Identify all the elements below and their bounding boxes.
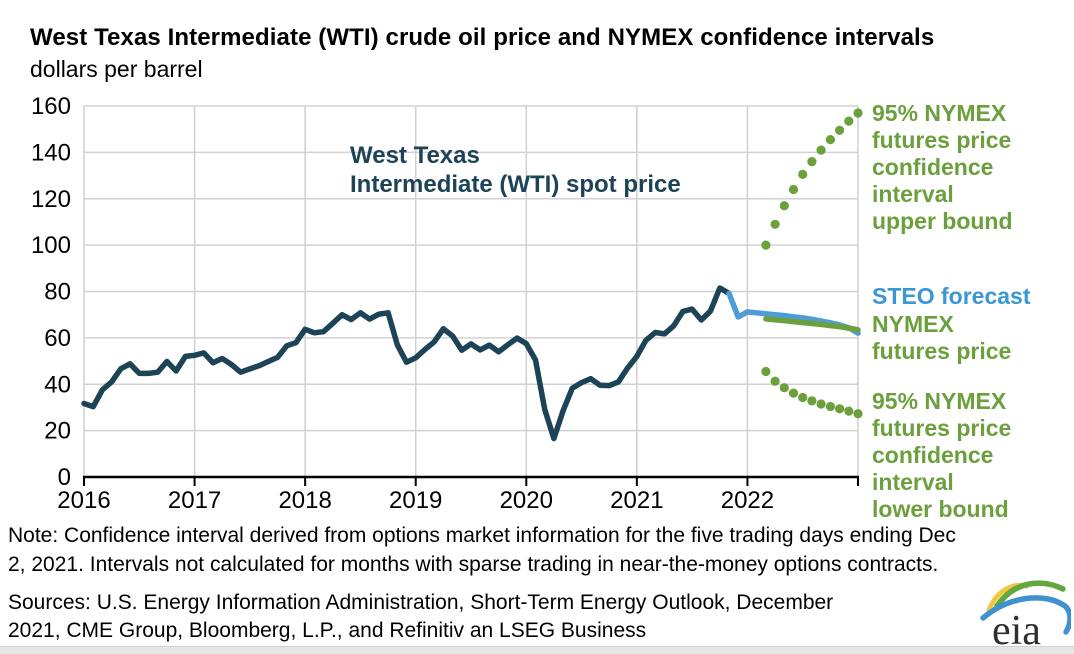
upper-bound-dots <box>807 157 817 167</box>
y-axis-tick-label: 160 <box>31 93 71 120</box>
upper-bound-label: 95% NYMEX futures price confidence inter… <box>872 100 1013 234</box>
chart-subtitle: dollars per barrel <box>30 56 203 82</box>
upper-bound-dots <box>770 219 780 229</box>
lower-bound-label: 95% NYMEX futures price confidence inter… <box>872 388 1012 522</box>
steo-forecast-label: STEO forecast <box>872 283 1031 309</box>
y-axis-tick-label: 40 <box>44 371 71 398</box>
spot-price-label: West Texas Intermediate (WTI) spot price <box>350 142 681 198</box>
lower-bound-dots <box>807 396 817 406</box>
y-axis-tick-label: 0 <box>58 464 71 491</box>
upper-bound-dots <box>788 184 799 195</box>
wti-spot-line <box>81 285 732 442</box>
upper-bound-dots <box>798 169 808 179</box>
lower-bound-dots <box>825 401 836 412</box>
eia-logo: eia <box>980 580 1071 650</box>
y-axis-tick-label: 120 <box>31 186 71 213</box>
upper-bound-dots <box>844 116 854 126</box>
upper-bound-dots <box>761 240 771 250</box>
nymex-futures-line <box>763 316 861 333</box>
lower-bound-dots <box>761 366 771 377</box>
upper-bound-dots <box>816 145 826 155</box>
logo-blue-swoosh <box>980 595 1071 635</box>
x-axis-tick-label: 2016 <box>57 487 110 514</box>
lower-bound-dots <box>816 399 826 409</box>
upper-bound-dots <box>853 108 863 118</box>
x-axis-tick-label: 2021 <box>610 487 663 514</box>
note-text: Note: Confidence interval derived from o… <box>8 524 956 576</box>
x-axis-tick-label: 2022 <box>721 487 774 514</box>
window-bottom-strip <box>0 646 1074 654</box>
x-axis-tick-label: 2018 <box>278 487 331 514</box>
y-axis-tick-label: 140 <box>31 139 71 166</box>
chart-title: West Texas Intermediate (WTI) crude oil … <box>30 24 935 51</box>
upper-bound-dots <box>835 125 845 135</box>
upper-bound-dots <box>825 135 836 145</box>
x-axis-tick-label: 2020 <box>500 487 553 514</box>
sources-text: Sources: U.S. Energy Information Adminis… <box>8 591 834 642</box>
y-axis-tick-label: 60 <box>44 325 71 352</box>
nymex-futures-label: NYMEX futures price <box>872 311 1012 364</box>
lower-bound-dots <box>788 388 799 398</box>
y-axis-tick-label: 20 <box>44 418 71 445</box>
lower-bound-dots <box>835 404 845 414</box>
x-axis-tick-label: 2019 <box>389 487 442 514</box>
upper-bound-dots <box>779 201 789 211</box>
y-axis-tick-label: 100 <box>31 232 71 259</box>
x-axis-tick-label: 2017 <box>168 487 221 514</box>
lower-bound-dots <box>798 392 808 403</box>
lower-bound-dots <box>779 383 789 393</box>
lower-bound-dots <box>844 406 854 416</box>
lower-bound-dots <box>770 376 780 386</box>
logo-text: eia <box>992 608 1041 650</box>
logo-green-swoosh <box>994 580 1066 609</box>
lower-bound-dots <box>853 409 863 419</box>
y-axis-tick-label: 80 <box>44 279 71 306</box>
